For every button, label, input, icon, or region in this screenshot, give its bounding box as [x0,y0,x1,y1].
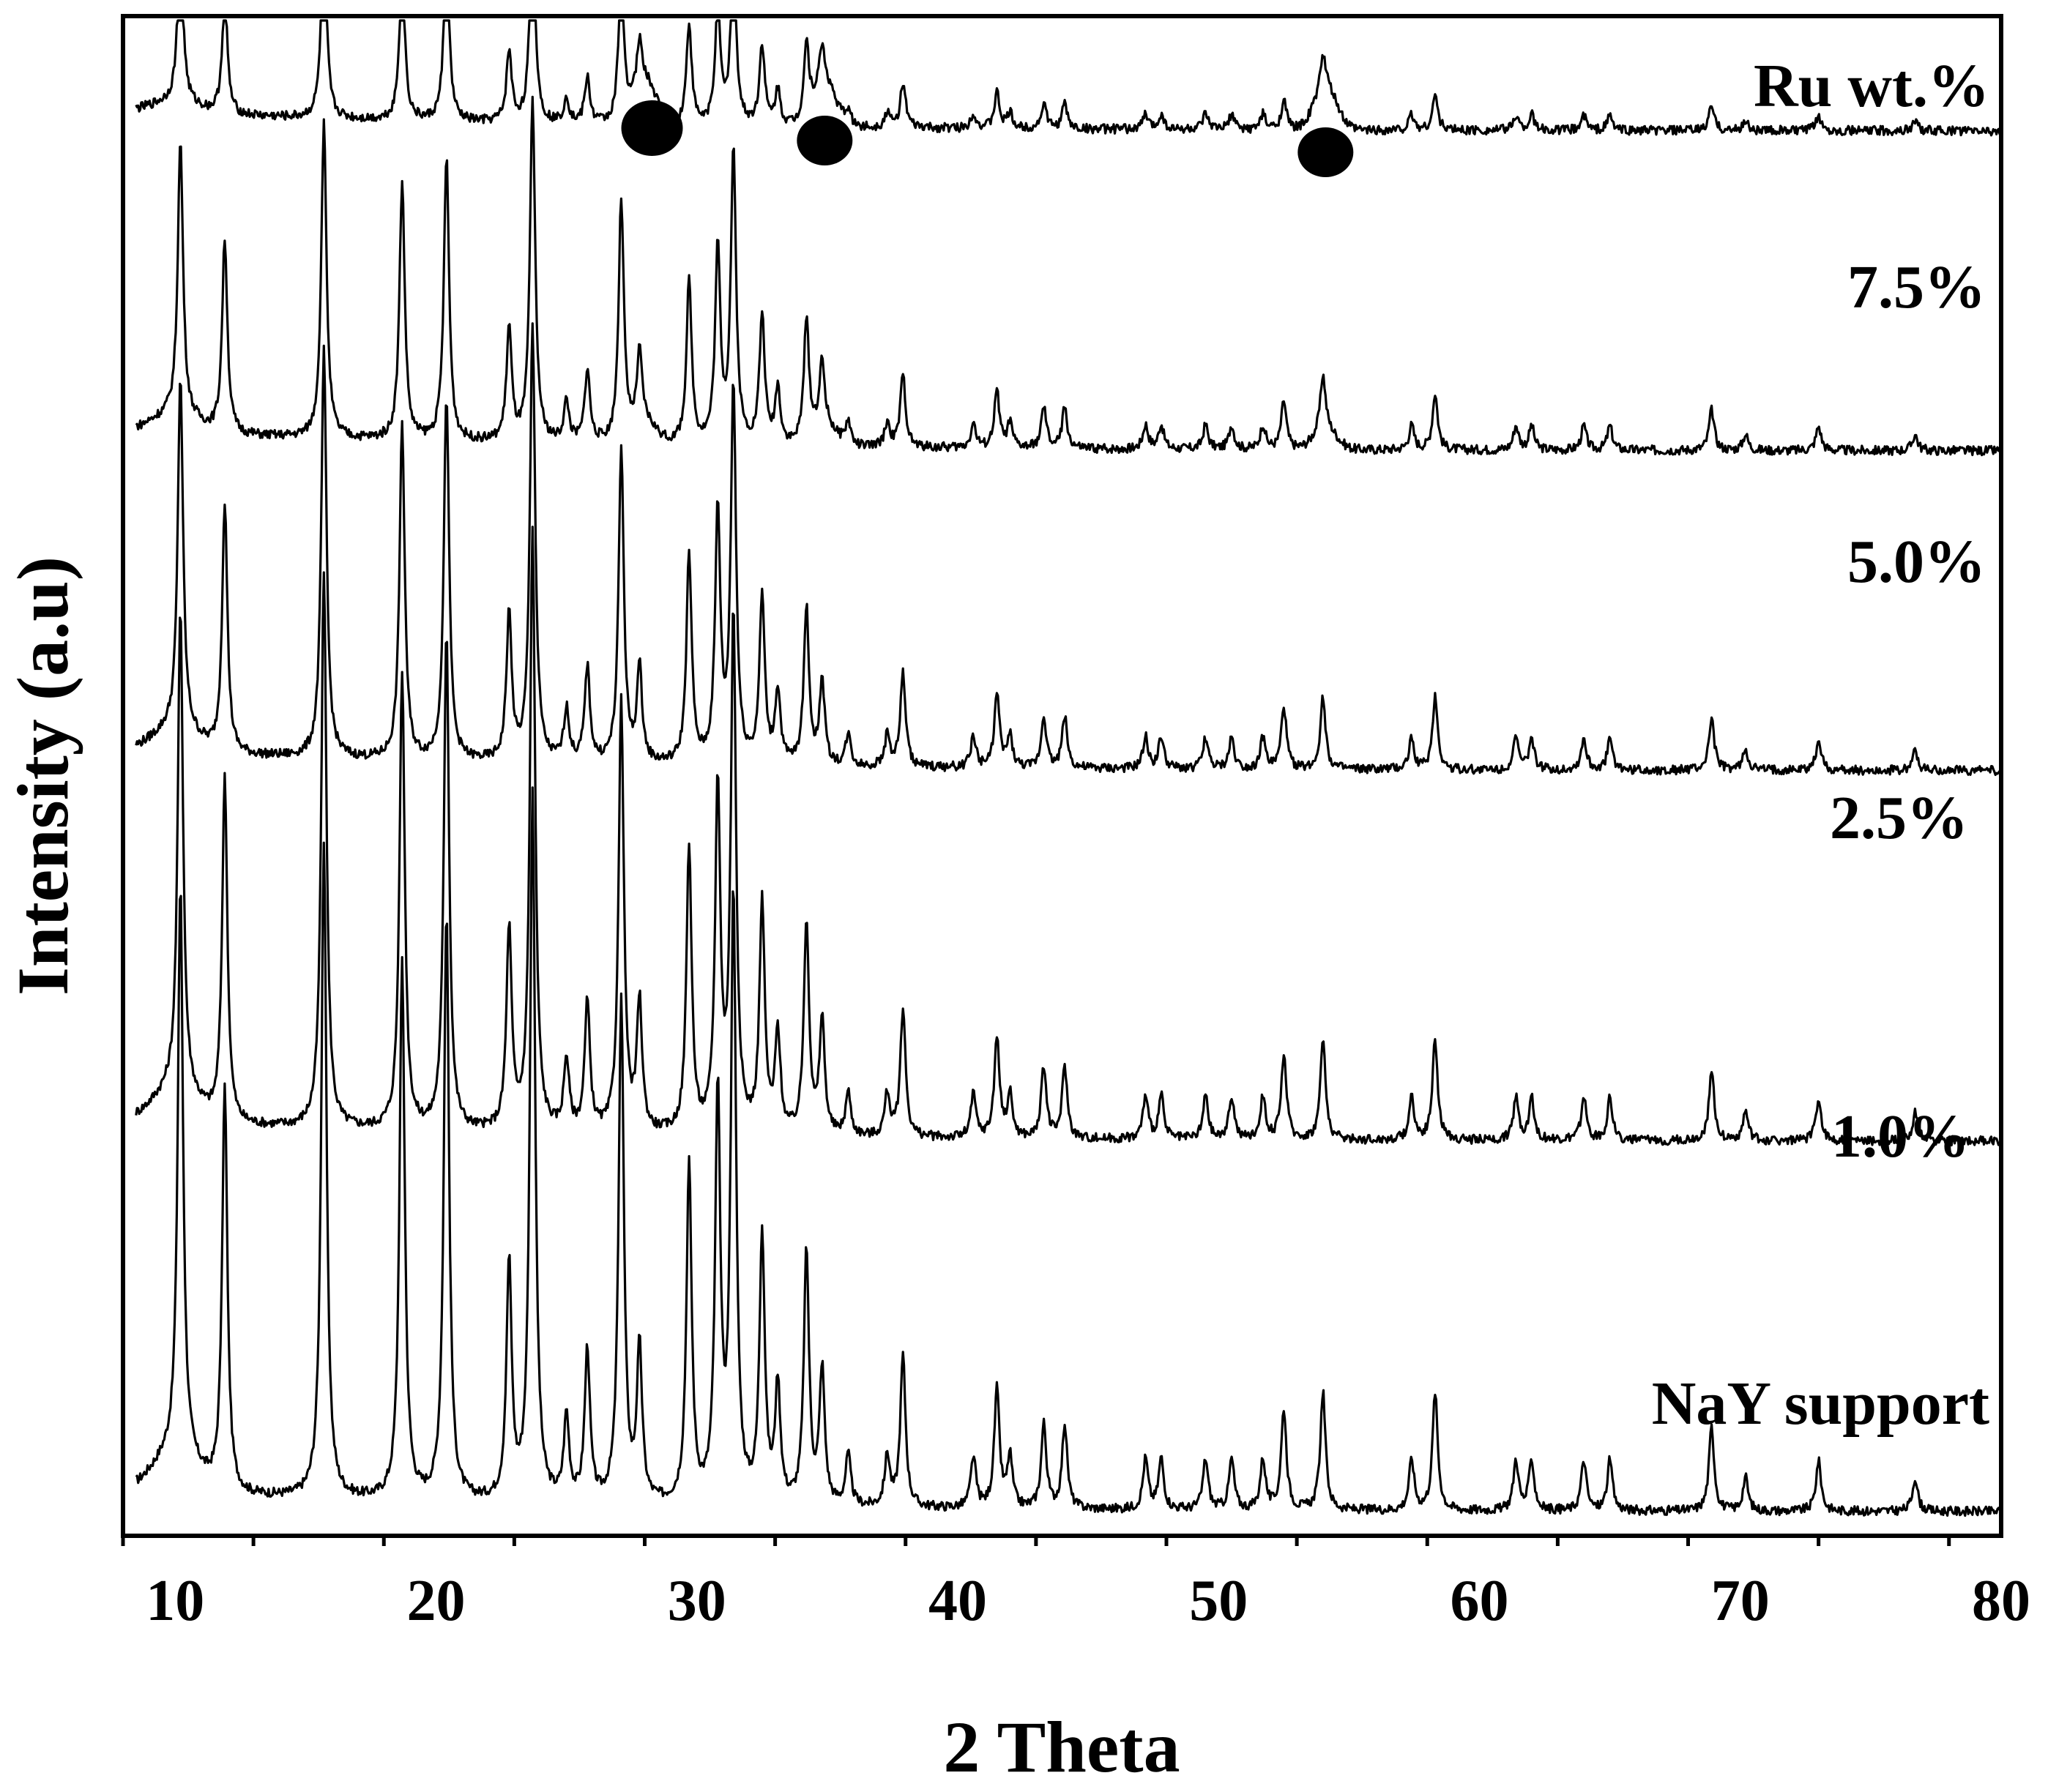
plot-area-frame [121,14,2003,1538]
x-tick-label: 80 [1972,1569,2030,1633]
x-tick-label: 30 [668,1569,726,1633]
legend-title: Ru wt.% [1754,52,1989,120]
ru-peak-marker [1297,127,1354,177]
series-labels: NaY support 1.0% 2.5% 5.0% 7.5% [1652,253,1989,1438]
series-trace-5-0- [135,95,2002,457]
series-trace-7-5- [135,19,2002,137]
x-tick-label: 50 [1189,1569,1248,1633]
series-label: 5.0% [1847,528,1986,596]
x-tick-label: 70 [1711,1569,1770,1633]
series-label: NaY support [1652,1370,1989,1438]
series-label: 2.5% [1830,784,1968,852]
x-tick-label: 40 [928,1569,987,1633]
x-tick-label: 60 [1451,1569,1509,1633]
ru-peak-marker [621,100,683,156]
ru-peak-markers [621,100,1354,177]
y-axis-title: Intensity (a.u) [2,556,83,996]
x-tick-label: 20 [407,1569,466,1633]
series-label: 7.5% [1847,253,1986,321]
series-trace-2-5- [135,322,2002,777]
series-trace-nay-support [135,786,2001,1517]
series-label: 1.0% [1831,1102,1970,1171]
x-axis-title: 2 Theta [943,1706,1180,1788]
series-trace-1-0- [135,526,2002,1147]
x-tick-label: 10 [146,1569,204,1633]
x-axis-ticks: 10 20 30 40 50 60 70 80 [121,1536,2030,1633]
chart-traces [135,19,2002,1517]
ru-peak-marker [797,116,853,165]
